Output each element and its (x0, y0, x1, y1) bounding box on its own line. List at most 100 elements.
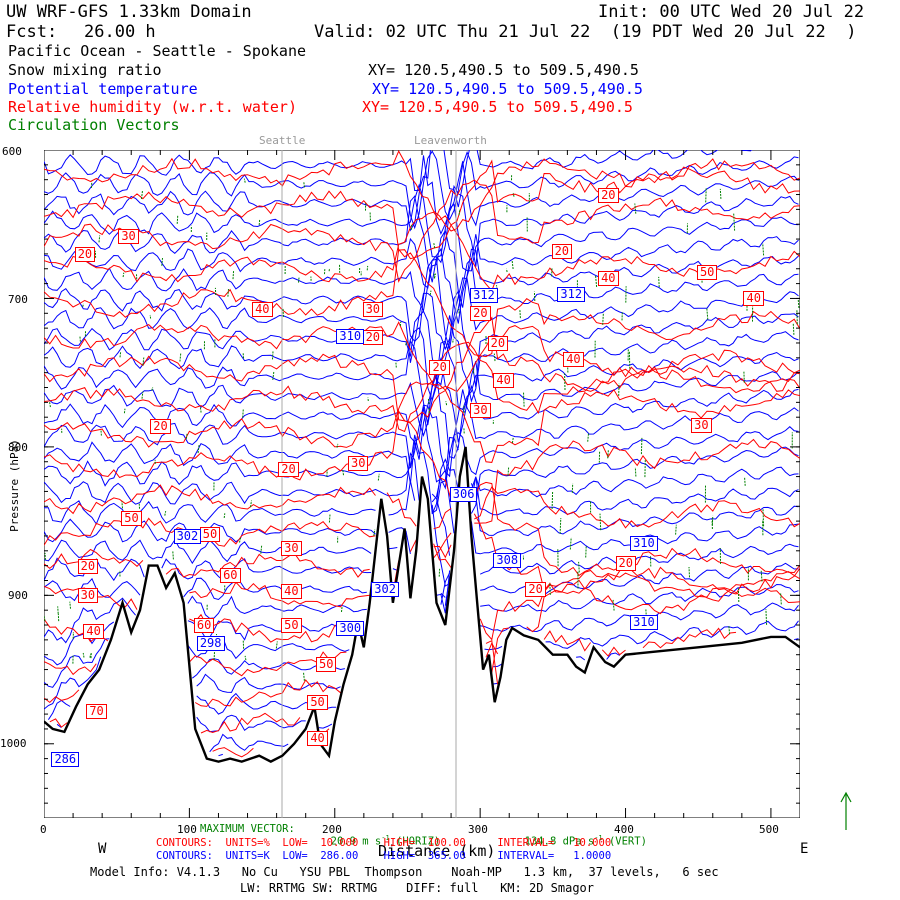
circulation-vector (634, 467, 637, 477)
circulation-vector (373, 529, 376, 536)
circulation-vector (780, 592, 782, 605)
circulation-vector (122, 272, 125, 278)
max-vector-label: MAXIMUM VECTOR: (200, 823, 295, 835)
model-title: UW WRF-GFS 1.33km Domain (6, 2, 252, 22)
init-time: Init: 00 UTC Wed 20 Jul 22 (598, 2, 865, 22)
circulation-vector (640, 437, 643, 455)
rh-contour-label: 30 (77, 588, 99, 604)
circulation-vector (79, 335, 81, 342)
circulation-vector (506, 268, 508, 273)
circulation-vector (197, 444, 200, 454)
circulation-vector (232, 270, 235, 280)
rh-contour-label: 40 (281, 583, 302, 599)
rh-contour-line (44, 639, 499, 707)
theta-contour-line (44, 183, 799, 267)
field-snow-xy: XY= 120.5,490.5 to 509.5,490.5 (368, 61, 639, 79)
circulation-vector (239, 537, 241, 543)
forecast-hour: 26.00 h (84, 22, 156, 42)
circulation-vector (612, 599, 615, 611)
rh-contour-label: 30 (118, 229, 139, 245)
rh-contour-label: 40 (252, 301, 273, 317)
rh-contour-line (44, 587, 800, 673)
theta-contour-line (44, 150, 753, 208)
circulation-vector (123, 408, 126, 414)
model-info-physics: LW: RRTMG SW: RRTMG DIFF: full KM: 2D Sm… (240, 881, 595, 895)
circulation-vector (298, 276, 300, 283)
circulation-vector (688, 566, 690, 578)
field-theta: Potential temperature (8, 80, 198, 98)
circulation-vector (49, 401, 51, 408)
reference-vector-arrow (840, 791, 852, 830)
location-leavenworth: Leavenworth (414, 134, 487, 147)
circulation-vector (242, 352, 245, 359)
field-rh-xy: XY= 120.5,490.5 to 509.5,490.5 (362, 98, 633, 116)
circulation-vector (275, 641, 278, 649)
rh-contour-line (44, 248, 800, 358)
theta-contour-line (44, 195, 799, 283)
rh-contour-label: 20 (278, 462, 299, 478)
rh-contour-label: 20 (150, 419, 171, 435)
y-axis-label: Pressure (hPa) (7, 439, 21, 532)
circulation-vector (98, 235, 101, 243)
circulation-vector (244, 655, 247, 661)
circulation-vector (328, 514, 331, 523)
model-info: Model Info: V4.1.3 No Cu YSU PBL Thompso… (90, 865, 719, 879)
theta-contour-label: 310 (630, 615, 658, 631)
rh-contour-label: 50 (121, 511, 142, 527)
circulation-vector (427, 398, 430, 404)
max-vector-horiz: 20.9 m s-1 (HORIZ) (330, 833, 441, 847)
y-tick-800: 800 (8, 441, 28, 454)
theta-contour-line (44, 407, 799, 490)
theta-contour-line (196, 714, 333, 733)
y-tick-1000: 1000 (0, 737, 27, 750)
x-axis-label: Distance (km) (378, 842, 496, 860)
rh-contour-label: 40 (493, 373, 514, 389)
theta-contour-line (47, 673, 498, 720)
x-tick-500: 500 (759, 823, 779, 836)
circulation-vector (250, 500, 252, 508)
theta-contour-label: 306 (449, 487, 478, 503)
circulation-vector (587, 432, 590, 442)
theta-contour-label: 286 (51, 751, 80, 767)
circulation-vector (405, 341, 408, 346)
valid-time: Valid: 02 UTC Thu 21 Jul 22 (19 PDT Wed … (314, 22, 857, 42)
theta-contour-label: 310 (630, 536, 658, 552)
circulation-vector (149, 314, 152, 319)
circulation-vector (602, 312, 604, 325)
west-label: W (98, 841, 107, 857)
circulation-vector (744, 477, 746, 486)
circulation-vector (507, 466, 510, 476)
circulation-vector (797, 298, 800, 308)
circulation-vector (599, 513, 602, 531)
circulation-vector (705, 187, 707, 203)
terrain-profile (44, 446, 800, 763)
circulation-vector (458, 208, 461, 216)
cross-section-plot (44, 150, 800, 818)
rh-contour-label: 20 (470, 306, 491, 322)
theta-contour-label: 300 (336, 620, 365, 636)
x-tick-400: 400 (614, 823, 634, 836)
rh-contour-line (44, 507, 800, 595)
y-tick-700: 700 (8, 293, 28, 306)
rh-contour-label: 60 (193, 618, 215, 634)
theta-contour-line (44, 339, 799, 425)
theta-contour-line (44, 572, 799, 644)
theta-contour-line (44, 504, 799, 587)
circulation-vector (69, 601, 71, 609)
circulation-vector (366, 265, 369, 271)
theta-contour-line (44, 277, 799, 363)
region-title: Pacific Ocean - Seattle - Spokane (8, 42, 307, 60)
east-label: E (800, 841, 809, 857)
theta-contour-label: 308 (493, 552, 522, 568)
rh-contour-line (44, 341, 800, 433)
rh-contour-line (44, 159, 800, 260)
circulation-vector (341, 606, 343, 613)
circulation-vector (161, 257, 163, 266)
circulation-vector (121, 501, 123, 509)
theta-contour-label: 312 (470, 288, 498, 304)
rh-contour-line (44, 484, 800, 559)
circulation-vector (82, 303, 85, 307)
circulation-vector (585, 546, 587, 558)
rh-contour-label: 30 (362, 301, 384, 317)
rh-contour-line (44, 409, 800, 524)
